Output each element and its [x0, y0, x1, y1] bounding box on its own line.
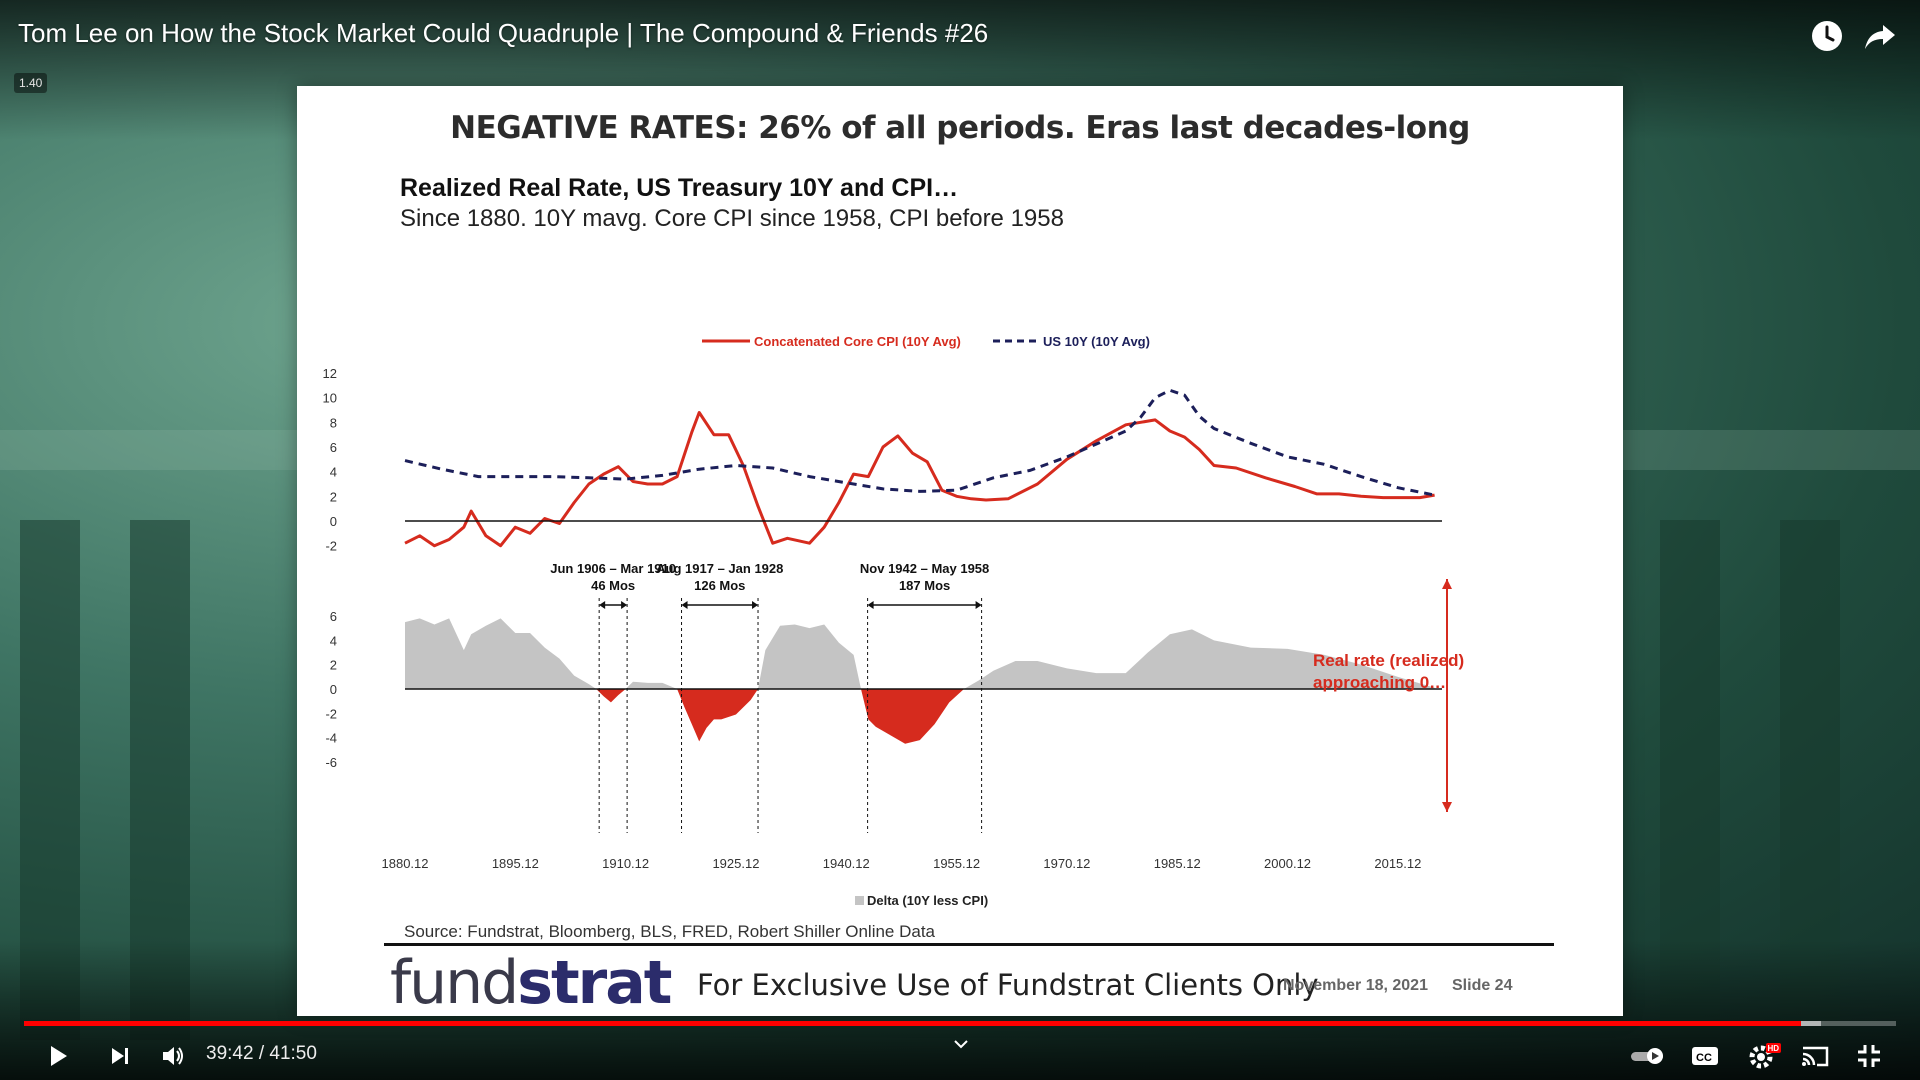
period-label: Aug 1917 – Jan 1928: [656, 561, 783, 576]
bottom-ytick-label: -4: [325, 731, 337, 746]
annotation-line1: Real rate (realized): [1313, 651, 1464, 670]
top-ytick-label: 4: [330, 465, 337, 480]
share-button[interactable]: [1858, 14, 1902, 58]
exclusive-notice: For Exclusive Use of Fundstrat Clients O…: [697, 968, 1319, 1002]
legend-swatch-delta: [855, 896, 864, 905]
cpi-line: [404, 411, 1435, 548]
svg-text:CC: CC: [1696, 1052, 1712, 1064]
xtick-label: 1880.12: [382, 856, 429, 871]
bottom-ytick-label: -2: [325, 706, 337, 721]
slide-number: Slide 24: [1452, 977, 1513, 994]
xtick-label: 2000.12: [1264, 856, 1311, 871]
xtick-label: 1970.12: [1043, 856, 1090, 871]
annotation-arrow-head-bottom: [1442, 802, 1452, 812]
period-label: Nov 1942 – May 1958: [860, 561, 989, 576]
watch-later-button[interactable]: [1805, 14, 1849, 58]
top-ytick-label: 2: [330, 489, 337, 504]
xtick-label: 1910.12: [602, 856, 649, 871]
period-duration: 187 Mos: [899, 578, 950, 593]
period-arrow-head-right: [975, 601, 982, 609]
logo-text-light: fund: [390, 948, 519, 1018]
chart-title: Realized Real Rate, US Treasury 10Y and …: [400, 174, 959, 202]
share-arrow-icon: [1865, 25, 1895, 49]
period-arrow-head-right: [621, 601, 628, 609]
period-arrow-head-right: [752, 601, 759, 609]
exit-fullscreen-icon: [1858, 1045, 1880, 1067]
period-duration: 46 Mos: [591, 578, 635, 593]
bottom-ytick-label: 2: [330, 658, 337, 673]
settings-button[interactable]: HD: [1742, 1034, 1786, 1078]
play-icon: [51, 1046, 67, 1066]
slide-header: NEGATIVE RATES: 26% of all periods. Eras…: [450, 110, 1470, 146]
xtick-label: 1985.12: [1154, 856, 1201, 871]
player-controls: 39:42 / 41:50 CC HD: [0, 1028, 1920, 1080]
xtick-label: 1925.12: [712, 856, 759, 871]
time-display: 39:42 / 41:50: [206, 1043, 317, 1064]
clock-icon: [1812, 21, 1842, 51]
us-10y-line: [404, 388, 1435, 497]
bottom-ytick-label: -6: [325, 755, 337, 770]
autoplay-toggle-icon: [1631, 1048, 1663, 1064]
volume-button[interactable]: [151, 1034, 195, 1078]
captions-button[interactable]: CC: [1683, 1034, 1727, 1078]
video-title: Tom Lee on How the Stock Market Could Qu…: [18, 18, 989, 48]
autoplay-toggle[interactable]: [1626, 1034, 1670, 1078]
bottom-ytick-label: 0: [330, 682, 337, 697]
legend-label-10y: US 10Y (10Y Avg): [1043, 334, 1150, 349]
annotation-line2: approaching 0…: [1313, 673, 1446, 692]
fundstrat-logo: fundstrat: [390, 948, 672, 1018]
hd-badge: HD: [1768, 1044, 1780, 1053]
top-ytick-label: 6: [330, 440, 337, 455]
footer-rule: [384, 943, 1554, 946]
cast-icon: [1802, 1046, 1829, 1067]
top-ytick-label: 0: [330, 514, 337, 529]
presentation-slide: NEGATIVE RATES: 26% of all periods. Eras…: [297, 86, 1623, 1018]
settings-icon: HD: [1749, 1043, 1781, 1069]
xtick-label: 1955.12: [933, 856, 980, 871]
playback-speed-badge: 1.40: [14, 73, 48, 93]
xtick-label: 2015.12: [1374, 856, 1421, 871]
captions-icon: CC: [1692, 1047, 1718, 1065]
next-icon: [112, 1048, 128, 1064]
real-rate-chart: Concatenated Core CPI (10Y Avg) US 10Y (…: [323, 334, 1465, 908]
slide-date: November 18, 2021: [1283, 977, 1428, 994]
top-ytick-label: 12: [323, 366, 337, 381]
period-arrow-head-left: [867, 601, 874, 609]
legend-label-cpi: Concatenated Core CPI (10Y Avg): [754, 334, 961, 349]
period-duration: 126 Mos: [694, 578, 745, 593]
volume-icon: [163, 1047, 183, 1065]
next-button[interactable]: [98, 1034, 142, 1078]
annotation-arrow-head-top: [1442, 579, 1452, 589]
top-ytick-label: 10: [323, 391, 337, 406]
delta-positive-area: [405, 618, 1435, 689]
delta-negative-area: [405, 689, 1435, 744]
period-arrow-head-left: [599, 601, 606, 609]
chevron-down-icon: [954, 1040, 968, 1049]
bottom-ytick-label: 4: [330, 633, 337, 648]
top-ytick-label: -2: [325, 539, 337, 554]
progress-played: [24, 1021, 1801, 1026]
bottom-ytick-label: 6: [330, 609, 337, 624]
period-label: Jun 1906 – Mar 1910: [550, 561, 676, 576]
top-ytick-label: 8: [330, 415, 337, 430]
xtick-label: 1895.12: [492, 856, 539, 871]
period-arrow-head-left: [681, 601, 688, 609]
logo-text-bold: strat: [517, 948, 672, 1018]
legend-label-delta: Delta (10Y less CPI): [867, 893, 988, 908]
play-button[interactable]: [36, 1034, 80, 1078]
chevron-button[interactable]: [939, 1022, 983, 1066]
xtick-label: 1940.12: [823, 856, 870, 871]
cast-button[interactable]: [1793, 1034, 1837, 1078]
source-note: Source: Fundstrat, Bloomberg, BLS, FRED,…: [404, 922, 936, 941]
exit-fullscreen-button[interactable]: [1847, 1034, 1891, 1078]
progress-bar[interactable]: [24, 1021, 1896, 1026]
chart-subtitle: Since 1880. 10Y mavg. Core CPI since 195…: [400, 205, 1064, 232]
